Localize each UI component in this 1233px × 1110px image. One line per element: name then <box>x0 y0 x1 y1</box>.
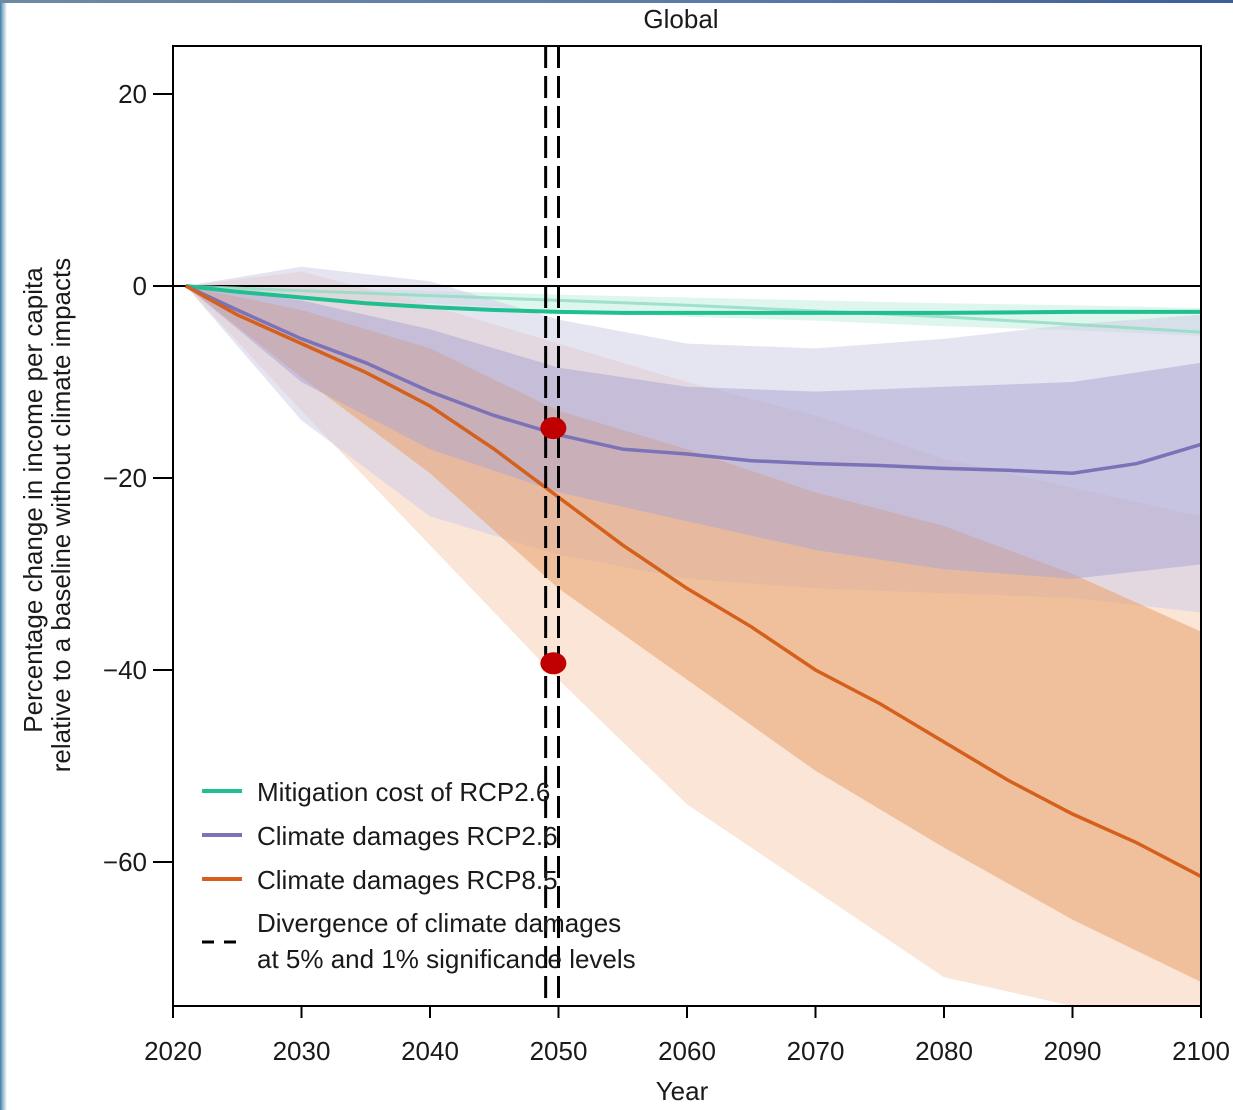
x-tick-label-2030: 2030 <box>273 1036 331 1066</box>
y-tick-label-0: 20 <box>118 79 147 109</box>
divergence-marker-1 <box>540 417 567 440</box>
y-axis-title-line1: Percentage change in income per capita <box>18 267 48 733</box>
x-tick-label-2050: 2050 <box>530 1036 588 1066</box>
divergence-markers <box>540 417 567 675</box>
legend: Mitigation cost of RCP2.6 Climate damage… <box>202 777 636 974</box>
y-tick-label-1: 0 <box>133 271 147 301</box>
confidence-bands <box>185 266 1202 1007</box>
rcp85-inner-band <box>185 286 1202 982</box>
legend-label-rcp26: Climate damages RCP2.6 <box>257 821 558 851</box>
x-axis-ticks: 2020 2030 2040 2050 2060 2070 2080 2090 2100 <box>144 1006 1230 1066</box>
x-tick-label-2070: 2070 <box>787 1036 845 1066</box>
x-tick-label-2060: 2060 <box>658 1036 716 1066</box>
divergence-lines <box>544 46 560 1006</box>
y-tick-label-3: −40 <box>103 655 147 685</box>
rcp85-damages-line <box>184 284 1202 878</box>
x-axis-title: Year <box>656 1076 709 1106</box>
x-tick-label-2020: 2020 <box>144 1036 202 1066</box>
y-tick-label-2: −20 <box>103 463 147 493</box>
y-tick-label-4: −60 <box>103 847 147 877</box>
legend-label-mitigation: Mitigation cost of RCP2.6 <box>257 777 550 807</box>
rcp26-damages-line <box>185 284 1202 475</box>
x-tick-label-2040: 2040 <box>401 1036 459 1066</box>
window-frame-top <box>0 0 1233 3</box>
legend-label-divergence-line1: Divergence of climate damages <box>257 908 621 938</box>
window-frame-left <box>0 0 7 1110</box>
legend-label-rcp85: Climate damages RCP8.5 <box>257 865 558 895</box>
series-lines <box>184 284 1202 878</box>
x-tick-label-2090: 2090 <box>1044 1036 1102 1066</box>
mitigation-cost-line <box>185 284 1201 315</box>
mitigation-secondary-line <box>185 284 1202 334</box>
y-axis-ticks: 20 0 −20 −40 −60 <box>103 79 173 877</box>
y-axis-title-line2: relative to a baseline without climate i… <box>46 258 76 772</box>
chart-title: Global <box>643 4 718 34</box>
rcp26-inner-band <box>185 286 1202 579</box>
legend-label-divergence-line2: at 5% and 1% significance levels <box>257 944 636 974</box>
divergence-marker-2 <box>540 652 567 675</box>
x-tick-label-2080: 2080 <box>915 1036 973 1066</box>
x-tick-label-2100: 2100 <box>1172 1036 1230 1066</box>
